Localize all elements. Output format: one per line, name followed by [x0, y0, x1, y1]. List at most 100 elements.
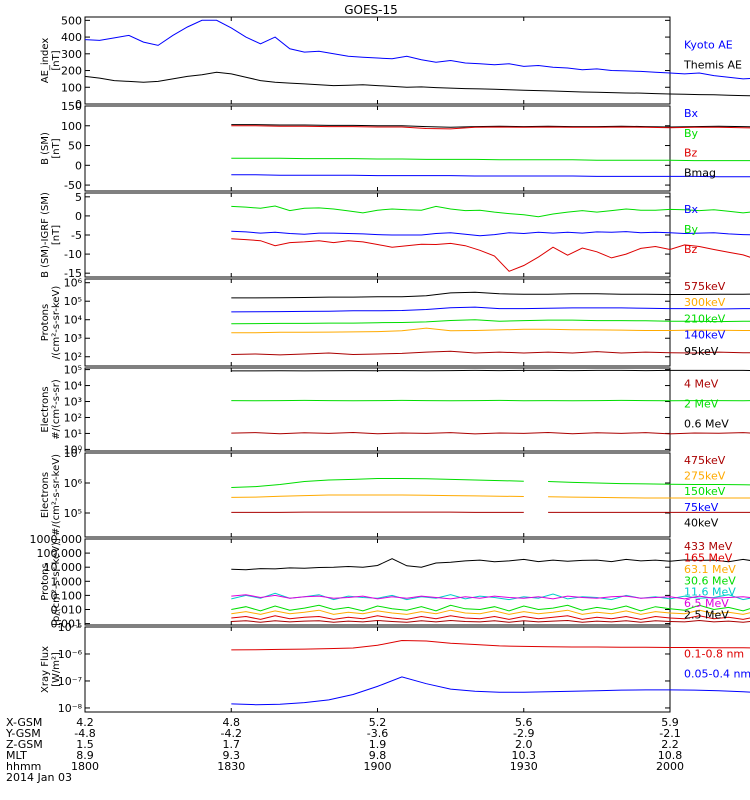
legend-entry: 30.6 MeV: [684, 574, 736, 587]
x-tick-label: 2.2: [661, 738, 679, 751]
panel-frame: [84, 16, 671, 105]
series-line-6-5-mev: [231, 594, 750, 600]
y-axis-label-line: /(cm²-s-sr-keV): [51, 286, 62, 360]
series-line-4-mev: [231, 431, 750, 435]
y-tick-label: 400: [61, 31, 82, 44]
series-line-themis-ae: [84, 71, 750, 97]
y-tick-label: 10⁻⁵: [58, 621, 82, 634]
x-tick-label: 4.8: [223, 716, 241, 729]
x-tick-label: 9.8: [369, 749, 387, 762]
series-line-433-mev: [231, 619, 750, 623]
series-line-165-mev: [231, 615, 750, 620]
y-tick-label: -10: [64, 248, 82, 261]
y-tick-label: 500: [61, 14, 82, 27]
x-tick-label: 2.0: [515, 738, 533, 751]
panel-bsm: -50 0 50 100 150 B (SM)[nT] Bx By Bz Bmag: [40, 100, 750, 192]
panel-ae: 0 100 200 300 400 500 AE_index[nT] Kyoto AE Them…: [40, 14, 750, 111]
panel-frame: [84, 538, 671, 626]
y-tick-label: 0.001: [51, 618, 83, 631]
legend-entry: Bz: [684, 147, 698, 160]
y-tick-label: 200: [61, 65, 82, 78]
legend-entry: 475keV: [684, 454, 726, 467]
y-tick-label: 100.000: [37, 547, 83, 560]
legend-entry: 4 MeV: [684, 378, 719, 391]
legend-entry: By: [684, 223, 699, 236]
x-tick-label: 1.7: [223, 738, 241, 751]
legend-entry: By: [684, 127, 699, 140]
y-tick-label: 0: [75, 159, 82, 172]
legend-entry: 150keV: [684, 485, 726, 498]
y-axis-label-line: B (SM)-IGRF (SM): [40, 192, 51, 278]
x-axis-row-label: Z-GSM: [6, 738, 43, 751]
y-tick-label: 10⁶: [64, 277, 83, 290]
y-axis-label-line: #/(cm²-s-sr): [51, 379, 62, 440]
date-label: 2014 Jan 03: [6, 771, 72, 784]
legend-entry: 165 MeV: [684, 551, 733, 564]
y-tick-label: -15: [64, 267, 82, 280]
y-tick-label: 10.000: [44, 561, 83, 574]
y-tick-label: 10⁷: [64, 447, 82, 460]
legend-entry: 6.5 MeV: [684, 597, 729, 610]
x-tick-label: -3.6: [367, 727, 388, 740]
x-tick-label: 1.9: [369, 738, 387, 751]
y-tick-label: 0.010: [51, 603, 83, 616]
legend-entry: 210keV: [684, 312, 726, 325]
y-axis-label: Electrons#/(cm²-s-sr-keV): [40, 454, 62, 536]
legend-entry: 2.5 MeV: [684, 609, 729, 622]
series-line-275kev: [548, 496, 750, 499]
legend-entry: 300keV: [684, 296, 726, 309]
series-line-210kev: [231, 319, 750, 325]
legend-entry: 575keV: [684, 280, 726, 293]
y-tick-label: 100: [61, 81, 82, 94]
legend-entry: 0.05-0.4 nm: [684, 668, 750, 681]
y-tick-label: 10⁵: [64, 364, 82, 377]
y-tick-label: 10⁴: [64, 314, 83, 327]
series-line-bmag: [231, 124, 750, 128]
legend-entry: 95keV: [684, 345, 719, 358]
x-tick-label: 1830: [217, 760, 245, 773]
legend-entry: 140keV: [684, 329, 726, 342]
legend-entry: Bx: [684, 203, 699, 216]
y-tick-label: 300: [61, 48, 82, 61]
legend-entry: Themis AE: [683, 59, 742, 72]
y-axis-label: Protons[p/(cm²-s-sr-keV)]: [40, 538, 62, 626]
y-axis-label: Xray Flux[W/m²]: [40, 646, 62, 693]
legend-entry: Bmag: [684, 166, 716, 179]
legend-entry: 63.1 MeV: [684, 563, 736, 576]
legend-entry: 75keV: [684, 501, 719, 514]
panel-protons2: 0.001 0.0100.1001.00010.000100.0001000.00…: [30, 533, 750, 631]
x-axis-row-label: MLT: [6, 749, 27, 762]
series-line-150kev: [548, 481, 750, 486]
series-line-by: [231, 157, 750, 162]
series-line-140kev: [231, 306, 750, 313]
y-tick-label: 50: [68, 140, 82, 153]
legend-entry: 433 MeV: [684, 540, 733, 553]
y-tick-label: 150: [61, 100, 82, 113]
y-tick-label: 10³: [64, 332, 82, 345]
y-tick-label: 10⁶: [64, 477, 83, 490]
y-axis-label-line: [nT]: [51, 225, 62, 245]
y-tick-label: 5: [75, 191, 82, 204]
series-line-bz: [231, 125, 750, 130]
legend-entry: 40keV: [684, 516, 719, 529]
series-line-2-5-mev: [231, 558, 750, 571]
y-tick-label: 0.100: [51, 589, 83, 602]
chart-title: GOES-15: [344, 3, 398, 17]
x-tick-label: 10.3: [512, 749, 537, 762]
legend-entry: 0.6 MeV: [684, 418, 729, 431]
x-tick-label: -4.8: [74, 727, 95, 740]
series-line-0-05-0-4-nm: [231, 676, 750, 706]
y-tick-label: 10⁻⁸: [58, 702, 83, 715]
y-axis-label-line: [nT]: [51, 138, 62, 158]
legend-entry: 11.6 MeV: [684, 586, 736, 599]
y-tick-label: -50: [64, 179, 82, 192]
x-tick-label: 5.2: [369, 716, 387, 729]
x-axis-row-label: Y-GSM: [5, 727, 41, 740]
y-axis-label: Electrons#/(cm²-s-sr): [40, 379, 62, 440]
y-tick-label: 100: [61, 120, 82, 133]
series-line-30-6-mev: [231, 604, 750, 612]
